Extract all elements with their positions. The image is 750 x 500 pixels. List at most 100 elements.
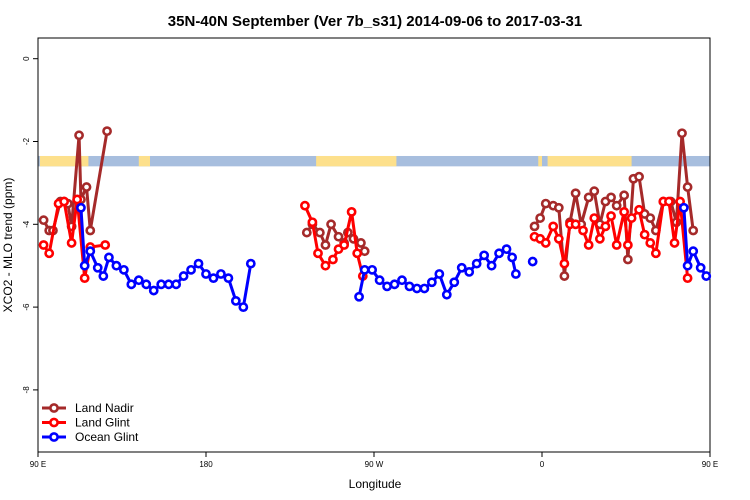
data-point [510, 269, 521, 279]
data-point [583, 240, 594, 250]
y-axis: 0 -2 -4 -6 -8 [22, 56, 38, 393]
data-point [354, 291, 364, 302]
data-point [645, 213, 656, 223]
data-point [688, 225, 699, 236]
land-strip-segment [538, 155, 542, 167]
x-tick-label: 90 E [702, 460, 718, 469]
data-point [223, 273, 234, 284]
data-point [72, 194, 83, 205]
data-point [669, 238, 680, 248]
data-point [559, 271, 570, 281]
legend-marker [49, 403, 59, 413]
data-point [404, 281, 415, 292]
data-point [374, 275, 385, 286]
data-point [701, 271, 712, 281]
data-point [527, 256, 538, 267]
data-point [44, 248, 55, 259]
data-point [494, 248, 504, 259]
data-point [419, 283, 430, 294]
data-point [193, 258, 204, 269]
data-point [148, 285, 159, 296]
data-point [619, 190, 630, 201]
data-point [238, 302, 249, 312]
data-point [313, 248, 323, 259]
data-point [583, 192, 594, 203]
data-point [548, 221, 559, 232]
data-point [359, 246, 370, 257]
data-point [367, 264, 378, 275]
data-point [677, 128, 687, 139]
data-point [507, 252, 518, 263]
data-point [326, 219, 336, 230]
series-line [303, 205, 365, 277]
legend-label: Land Nadir [75, 401, 134, 415]
y-tick-label: 0 [22, 56, 31, 61]
data-point [111, 260, 122, 271]
land-ocean-strip [38, 155, 710, 167]
y-tick-label: -4 [22, 220, 31, 228]
data-point [356, 238, 366, 248]
data-point [578, 225, 588, 236]
data-point [314, 227, 325, 238]
data-point [104, 252, 114, 263]
data-point [300, 200, 310, 211]
series-layer [38, 126, 712, 312]
legend-label: Ocean Glint [75, 430, 139, 444]
data-point [92, 262, 103, 273]
data-point [540, 238, 551, 248]
data-point [682, 260, 693, 271]
data-point [178, 271, 189, 281]
data-point [611, 240, 622, 250]
data-point [611, 200, 622, 211]
data-point [426, 277, 437, 288]
data-point [307, 217, 318, 228]
data-point [501, 244, 512, 255]
data-point [163, 279, 174, 290]
data-point [186, 264, 196, 275]
land-strip-segment [316, 155, 397, 167]
data-point [412, 283, 422, 294]
series-land-glint [38, 194, 693, 284]
data-point [76, 202, 86, 213]
data-point [328, 254, 338, 265]
data-point [682, 182, 693, 192]
x-tick-label: 180 [199, 460, 213, 469]
data-point [389, 279, 400, 290]
x-axis: 90 E 180 90 W 0 90 E [30, 452, 718, 469]
land-strip-segment [138, 155, 150, 167]
data-point [230, 295, 241, 306]
data-point [216, 269, 226, 279]
data-point [100, 240, 111, 250]
data-point [126, 279, 137, 290]
data-point [535, 213, 546, 223]
data-point [133, 275, 144, 286]
data-point [141, 279, 152, 290]
legend-marker [49, 432, 59, 442]
data-point [553, 233, 564, 244]
data-point [678, 202, 689, 213]
data-point [156, 279, 167, 290]
data-point [245, 258, 256, 269]
land-strip-segment [547, 155, 632, 167]
land-strip-segment [39, 155, 89, 167]
data-point [352, 248, 363, 259]
legend-item: Land Nadir [42, 401, 134, 415]
data-point [81, 182, 92, 192]
data-point [650, 248, 661, 259]
series-land-nadir [38, 126, 699, 281]
x-tick-label: 90 W [365, 460, 384, 469]
data-point [634, 171, 644, 182]
legend-marker [49, 417, 59, 428]
x-tick-label: 0 [540, 460, 545, 469]
data-point [98, 271, 109, 281]
data-point [79, 260, 90, 271]
plot-area-border [37, 37, 711, 453]
data-point [85, 246, 96, 257]
data-point [622, 240, 633, 250]
data-point [449, 277, 460, 288]
data-point [320, 240, 331, 250]
data-point [38, 240, 49, 250]
data-point [553, 202, 564, 213]
